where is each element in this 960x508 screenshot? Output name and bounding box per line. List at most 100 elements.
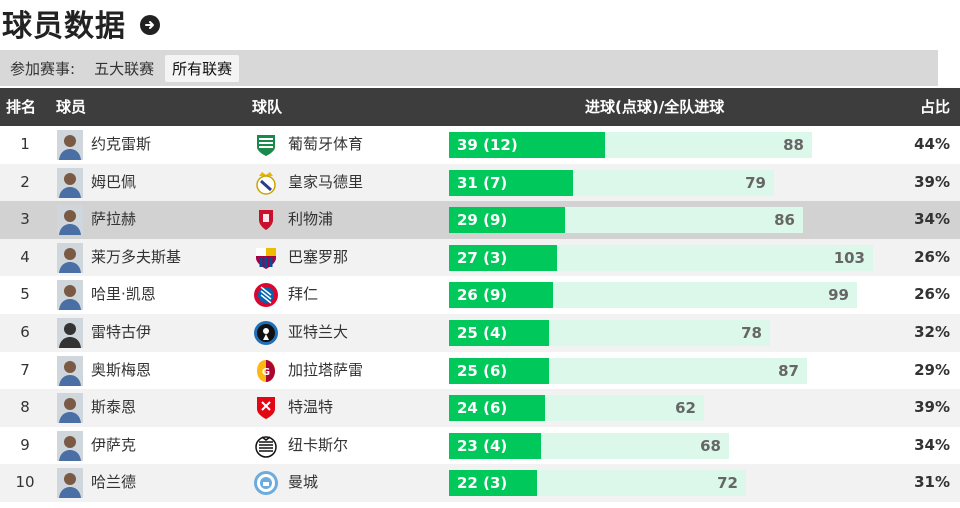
rank-cell: 7 bbox=[20, 360, 30, 379]
player-goals-label: 39 (12) bbox=[457, 136, 518, 154]
player-name[interactable]: 姆巴佩 bbox=[91, 172, 137, 191]
ratio-cell: 32% bbox=[914, 322, 950, 341]
rank-cell: 3 bbox=[20, 210, 30, 229]
player-stats-table: 排名 球员 球队 进球(点球)/全队进球 占比 1 约克雷斯 葡萄牙体育 39 (12… bbox=[0, 88, 960, 502]
team-goals-label: 86 bbox=[774, 211, 795, 230]
twente-crest-icon bbox=[253, 395, 279, 421]
team-name[interactable]: 葡萄牙体育 bbox=[288, 135, 364, 153]
player-name[interactable]: 约克雷斯 bbox=[91, 135, 152, 153]
team-goals-label: 62 bbox=[675, 399, 696, 418]
player-goals-label: 25 (6) bbox=[457, 361, 508, 380]
sporting-crest-icon bbox=[253, 132, 279, 158]
team-goals-label: 103 bbox=[833, 248, 865, 267]
team-name[interactable]: 特温特 bbox=[288, 398, 334, 417]
player-avatar bbox=[57, 355, 83, 386]
ratio-cell: 44% bbox=[914, 135, 950, 153]
player-goals-bar bbox=[449, 244, 557, 271]
team-name[interactable]: 曼城 bbox=[288, 473, 319, 492]
team-goals-label: 88 bbox=[783, 136, 804, 154]
team-goals-label: 68 bbox=[700, 436, 721, 455]
svg-text:G: G bbox=[262, 367, 270, 378]
team-name[interactable]: 加拉塔萨雷 bbox=[288, 360, 364, 379]
arrow-right-icon[interactable] bbox=[140, 15, 160, 35]
table-row[interactable]: 4 莱万多夫斯基 巴塞罗那 27 (3) 103 26% bbox=[0, 238, 960, 277]
team-name[interactable]: 皇家马德里 bbox=[288, 172, 364, 191]
team-name[interactable]: 巴塞罗那 bbox=[288, 247, 349, 266]
player-avatar bbox=[57, 393, 83, 424]
team-name[interactable]: 利物浦 bbox=[288, 210, 334, 229]
player-goals-label: 24 (6) bbox=[457, 399, 508, 418]
real-madrid-crest-icon bbox=[253, 170, 279, 196]
liverpool-crest-icon bbox=[253, 207, 279, 233]
player-name[interactable]: 伊萨克 bbox=[91, 435, 137, 454]
player-goals-bar bbox=[449, 207, 565, 234]
player-avatar bbox=[57, 430, 83, 461]
table-row[interactable]: 7 奥斯梅恩 G 加拉塔萨雷 25 (6) 87 29% bbox=[0, 352, 960, 390]
table-row[interactable]: 8 斯泰恩 特温特 24 (6) 62 39% bbox=[0, 389, 960, 427]
player-goals-bar bbox=[449, 432, 541, 459]
man-city-crest-icon bbox=[253, 470, 279, 496]
rank-cell: 8 bbox=[20, 398, 30, 417]
filter-option-all[interactable]: 所有联赛 bbox=[165, 54, 240, 82]
bayern-crest-icon bbox=[253, 282, 279, 308]
player-name[interactable]: 萨拉赫 bbox=[91, 210, 137, 229]
table-row[interactable]: 2 姆巴佩 皇家马德里 31 (7) 79 39% bbox=[0, 163, 960, 202]
player-name[interactable]: 雷特古伊 bbox=[91, 322, 152, 341]
player-avatar bbox=[57, 280, 83, 311]
player-goals-bar bbox=[449, 132, 605, 158]
player-name[interactable]: 莱万多夫斯基 bbox=[91, 247, 182, 266]
table-row[interactable]: 3 萨拉赫 利物浦 29 (9) 86 34% bbox=[0, 201, 960, 239]
rank-cell: 6 bbox=[20, 322, 30, 341]
rank-cell: 1 bbox=[20, 135, 30, 153]
atalanta-crest-icon bbox=[253, 320, 279, 346]
column-header-team: 球队 bbox=[252, 98, 283, 116]
column-header-goals: 进球(点球)/全队进球 bbox=[585, 98, 725, 116]
table-row[interactable]: 1 约克雷斯 葡萄牙体育 39 (12) 88 44% bbox=[0, 126, 960, 164]
ratio-cell: 34% bbox=[914, 435, 950, 454]
player-goals-bar bbox=[449, 282, 553, 309]
rank-cell: 2 bbox=[20, 172, 30, 191]
rank-cell: 9 bbox=[20, 435, 30, 454]
table-row[interactable]: 5 哈里·凯恩 拜仁 26 (9) 99 26% bbox=[0, 276, 960, 314]
ratio-cell: 29% bbox=[914, 360, 950, 379]
ratio-cell: 26% bbox=[914, 247, 950, 266]
player-goals-label: 31 (7) bbox=[457, 173, 508, 192]
ratio-cell: 31% bbox=[914, 473, 950, 492]
column-header-ratio: 占比 bbox=[919, 98, 950, 116]
player-name[interactable]: 斯泰恩 bbox=[91, 398, 137, 417]
team-goals-label: 87 bbox=[778, 361, 799, 380]
player-name[interactable]: 哈兰德 bbox=[91, 473, 137, 492]
player-goals-bar bbox=[449, 169, 573, 196]
column-header-rank: 排名 bbox=[6, 98, 37, 116]
rank-cell: 4 bbox=[20, 247, 30, 266]
team-goals-label: 99 bbox=[828, 286, 849, 305]
filter-option-top5[interactable]: 五大联赛 bbox=[94, 59, 155, 78]
player-avatar bbox=[57, 205, 83, 236]
newcastle-crest-icon bbox=[253, 433, 279, 459]
player-goals-bar bbox=[449, 470, 537, 497]
table-body: 1 约克雷斯 葡萄牙体育 39 (12) 88 44% 2 姆巴佩 皇家马德里 31 (7) 79 3… bbox=[0, 126, 960, 502]
column-header-player: 球员 bbox=[56, 98, 87, 116]
ratio-cell: 26% bbox=[914, 285, 950, 304]
team-goals-label: 72 bbox=[717, 474, 738, 493]
table-header: 排名 球员 球队 进球(点球)/全队进球 占比 bbox=[0, 88, 960, 126]
team-name[interactable]: 亚特兰大 bbox=[288, 322, 349, 341]
player-goals-label: 29 (9) bbox=[457, 211, 508, 230]
team-goals-label: 79 bbox=[745, 173, 766, 192]
table-row[interactable]: 10 哈兰德 曼城 22 (3) 72 31% bbox=[0, 464, 960, 502]
player-goals-bar bbox=[449, 395, 545, 422]
team-name[interactable]: 拜仁 bbox=[288, 285, 319, 304]
barcelona-crest-icon bbox=[253, 245, 279, 271]
table-row[interactable]: 6 雷特古伊 亚特兰大 25 (4) 78 32% bbox=[0, 313, 960, 352]
team-name[interactable]: 纽卡斯尔 bbox=[288, 435, 349, 454]
player-name[interactable]: 哈里·凯恩 bbox=[91, 285, 156, 304]
player-avatar bbox=[57, 130, 83, 160]
player-goals-label: 25 (4) bbox=[457, 323, 508, 342]
ratio-cell: 39% bbox=[914, 172, 950, 191]
rank-cell: 5 bbox=[20, 285, 30, 304]
player-goals-bar bbox=[449, 319, 549, 346]
ratio-cell: 34% bbox=[914, 210, 950, 229]
table-row[interactable]: 9 伊萨克 纽卡斯尔 23 (4) 68 34% bbox=[0, 427, 960, 465]
player-goals-label: 27 (3) bbox=[457, 248, 508, 267]
player-name[interactable]: 奥斯梅恩 bbox=[91, 360, 152, 379]
